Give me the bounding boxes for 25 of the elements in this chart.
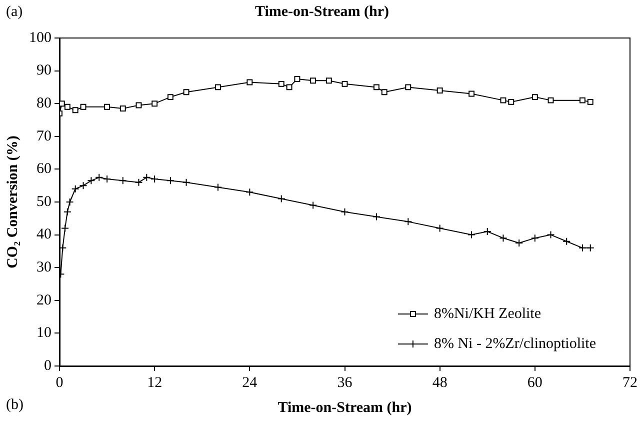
x-tick-label: 36: [337, 374, 353, 391]
y-tick-label: 90: [36, 62, 52, 79]
x-tick-label: 12: [147, 374, 162, 391]
y-tick-label: 10: [36, 325, 52, 342]
y-tick-label: 60: [36, 161, 52, 178]
x-axis-title: Time-on-Stream (hr): [278, 400, 412, 416]
y-tick-label: 50: [36, 194, 52, 210]
text: (a): [6, 4, 23, 21]
y-tick-label: 0: [44, 358, 52, 374]
y-tick-label: 20: [36, 292, 52, 308]
x-tick-label: 60: [527, 374, 542, 391]
y-tick-label: 100: [29, 30, 52, 46]
y-tick-label: 40: [36, 226, 52, 243]
y-tick-label: 70: [36, 128, 52, 144]
legend-label: 8% Ni - 2%Zr/clinoptiolite: [434, 336, 596, 352]
legend-label: 8%Ni/KH Zeolite: [434, 306, 542, 322]
x-tick-label: 0: [56, 374, 64, 391]
x-tick-label: 48: [432, 374, 448, 391]
chart-title: Time-on-Stream (hr): [254, 4, 389, 20]
text: (b): [6, 397, 24, 414]
y-tick-label: 80: [36, 96, 52, 112]
y-tick-label: 30: [36, 260, 52, 276]
y-axis-title: CO₂ Conversion (%): [4, 136, 21, 268]
x-tick-label: 72: [622, 374, 638, 391]
x-tick-label: 24: [242, 374, 258, 391]
